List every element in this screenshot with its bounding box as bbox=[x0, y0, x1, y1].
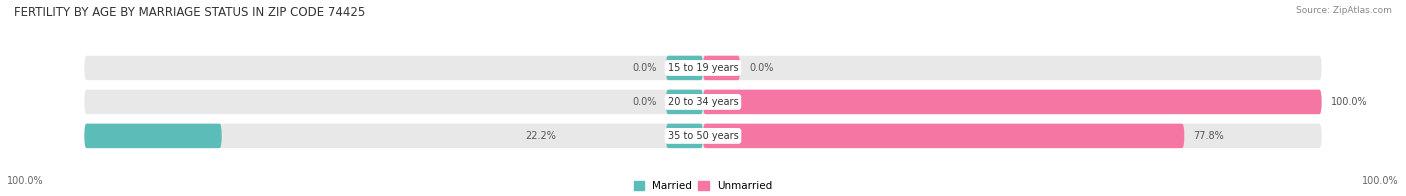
FancyBboxPatch shape bbox=[703, 90, 1322, 114]
FancyBboxPatch shape bbox=[703, 124, 1184, 148]
Text: Source: ZipAtlas.com: Source: ZipAtlas.com bbox=[1296, 6, 1392, 15]
FancyBboxPatch shape bbox=[84, 90, 1322, 114]
Text: 35 to 50 years: 35 to 50 years bbox=[668, 131, 738, 141]
Text: 100.0%: 100.0% bbox=[7, 176, 44, 186]
FancyBboxPatch shape bbox=[84, 124, 1322, 148]
Text: 0.0%: 0.0% bbox=[633, 97, 657, 107]
FancyBboxPatch shape bbox=[666, 56, 703, 80]
Text: 15 to 19 years: 15 to 19 years bbox=[668, 63, 738, 73]
Text: FERTILITY BY AGE BY MARRIAGE STATUS IN ZIP CODE 74425: FERTILITY BY AGE BY MARRIAGE STATUS IN Z… bbox=[14, 6, 366, 19]
Text: 100.0%: 100.0% bbox=[1362, 176, 1399, 186]
FancyBboxPatch shape bbox=[666, 90, 703, 114]
Text: 100.0%: 100.0% bbox=[1331, 97, 1368, 107]
Text: 20 to 34 years: 20 to 34 years bbox=[668, 97, 738, 107]
Text: 0.0%: 0.0% bbox=[633, 63, 657, 73]
Text: 0.0%: 0.0% bbox=[749, 63, 773, 73]
Legend: Married, Unmarried: Married, Unmarried bbox=[634, 181, 772, 191]
Text: 77.8%: 77.8% bbox=[1194, 131, 1225, 141]
FancyBboxPatch shape bbox=[666, 124, 703, 148]
FancyBboxPatch shape bbox=[84, 56, 1322, 80]
Text: 22.2%: 22.2% bbox=[526, 131, 557, 141]
FancyBboxPatch shape bbox=[84, 124, 222, 148]
FancyBboxPatch shape bbox=[703, 56, 740, 80]
